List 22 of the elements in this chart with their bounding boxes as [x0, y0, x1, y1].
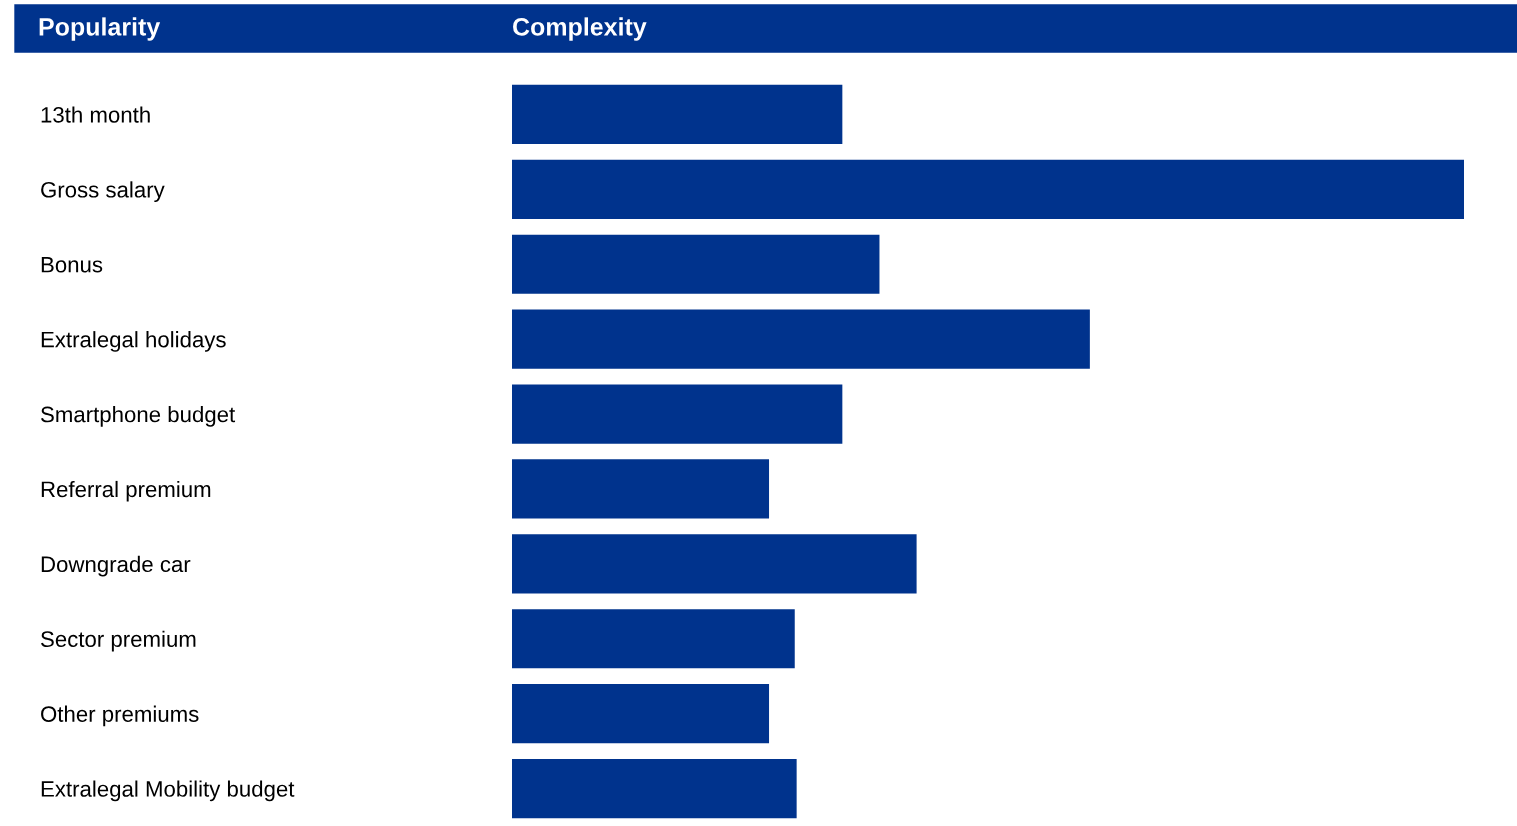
y-tick-label: Bonus	[41, 257, 103, 273]
bar	[512, 234, 880, 294]
y-tick-label: 13th month	[41, 106, 150, 123]
y-tick-label: Extralegal Mobility budget	[41, 780, 295, 802]
x-axis-title: Complexity	[513, 17, 647, 41]
y-axis-title: Popularity	[39, 17, 161, 41]
y-tick-label: Extralegal holidays	[41, 331, 226, 352]
y-tick-label: Other premiums	[41, 705, 199, 727]
bar	[512, 758, 797, 819]
y-tick-label: Referral premium	[41, 480, 211, 502]
y-tick-label: Gross salary	[41, 181, 165, 203]
bar	[512, 84, 843, 145]
bar	[512, 609, 795, 669]
bar	[512, 309, 1090, 369]
y-tick-label: Downgrade car	[41, 555, 191, 577]
bar	[512, 684, 770, 744]
bar	[512, 459, 770, 519]
bar	[512, 534, 917, 594]
bar	[512, 384, 843, 444]
bar	[512, 159, 1464, 219]
y-tick-label: Smartphone budget	[41, 406, 236, 427]
y-tick-label: Sector premium	[41, 630, 196, 652]
